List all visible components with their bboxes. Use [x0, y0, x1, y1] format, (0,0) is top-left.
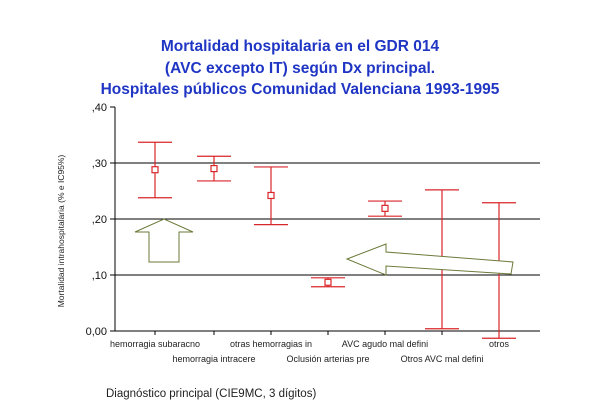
x-tick-label-2: otras hemorragias in: [230, 339, 312, 349]
point-estimate-4: [381, 204, 389, 212]
y-tick-label-0: 0,00: [86, 326, 107, 338]
point-estimate-0: [151, 166, 159, 174]
chart-title: Mortalidad hospitalaria en el GDR 014 (A…: [0, 36, 600, 101]
chart-title-line-3: Hospitales públicos Comunidad Valenciana…: [100, 81, 500, 98]
y-tick-label-2: ,20: [92, 214, 107, 226]
x-tick-label-3: Oclusión arterias pre: [286, 354, 369, 364]
y-tick-label-4: ,40: [92, 102, 107, 114]
point-estimate-3: [324, 278, 332, 286]
error-bar-2: [254, 166, 288, 226]
error-bar-1: [197, 155, 231, 182]
chart-title-line-1: Mortalidad hospitalaria en el GDR 014: [160, 38, 440, 55]
y-axis-title: Mortalidad intrahospitalaria (% e IC95%): [56, 155, 66, 308]
error-bar-4: [368, 200, 402, 217]
x-tick-label-0: hemorragia subaracno: [110, 339, 200, 349]
x-axis-title: Diagnóstico principal (CIE9MC, 3 dígitos…: [106, 388, 317, 400]
chart-title-line-2: (AVC excepto IT) según Dx principal.: [164, 59, 436, 77]
point-estimate-2: [267, 191, 275, 200]
up-arrow-annotation: [134, 218, 194, 263]
error-bar-3: [311, 277, 345, 288]
y-tick-label-1: ,10: [92, 270, 107, 282]
x-tick-label-4: AVC agudo mal defini: [342, 339, 428, 349]
x-tick-label-5: Otros AVC mal defini: [401, 354, 484, 364]
error-bar-0: [138, 141, 172, 199]
x-tick-label-1: hemorragia intracere: [172, 354, 255, 364]
point-estimate-1: [210, 165, 218, 173]
left-arrow-annotation: [345, 243, 514, 276]
x-tick-label-6: otros: [489, 339, 510, 349]
y-tick-label-3: ,30: [92, 158, 107, 170]
